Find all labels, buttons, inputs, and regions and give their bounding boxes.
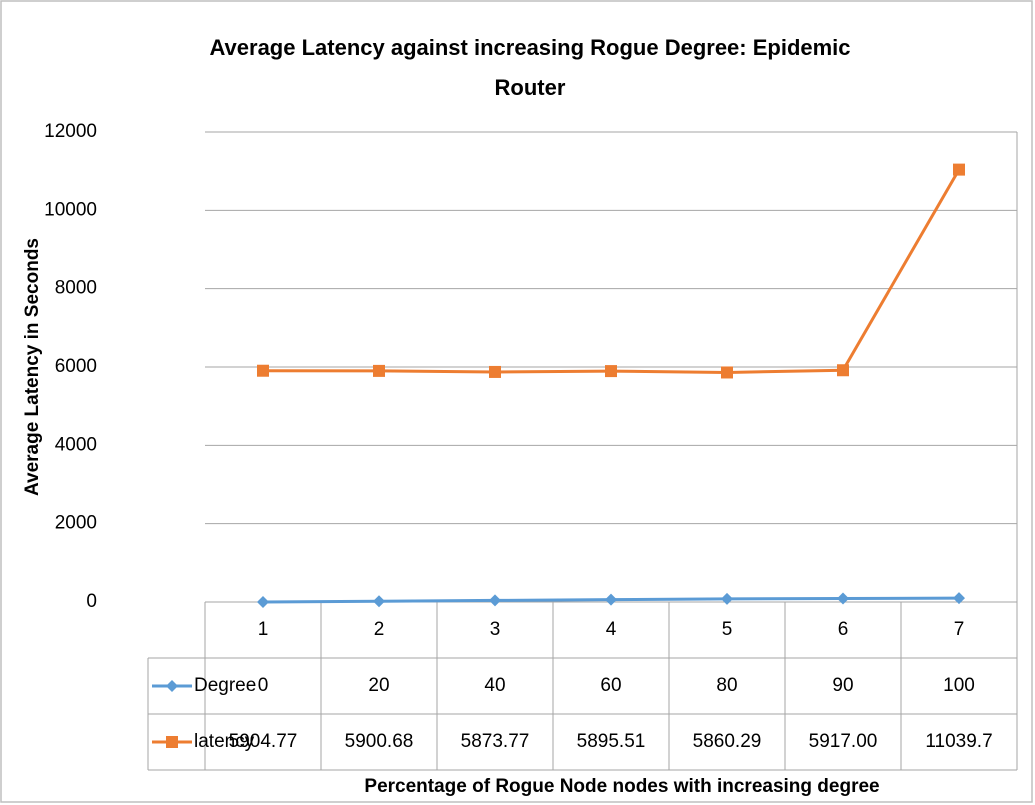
table-value: 0 <box>258 675 269 696</box>
y-tick-label: 6000 <box>55 356 97 377</box>
data-point <box>257 364 269 377</box>
legend-marker <box>166 680 178 692</box>
data-point <box>837 592 849 605</box>
data-point <box>837 364 849 377</box>
y-tick-label: 8000 <box>55 278 97 299</box>
data-point <box>721 592 733 605</box>
data-point <box>605 593 617 606</box>
x-axis-title: Percentage of Rogue Node nodes with incr… <box>364 776 879 797</box>
data-point <box>953 592 965 605</box>
table-value: 5900.68 <box>345 731 414 752</box>
table-value: 5904.77 <box>229 731 298 752</box>
y-tick-label: 10000 <box>44 199 97 220</box>
y-tick-label: 12000 <box>44 121 97 142</box>
x-tick-label: 6 <box>838 619 849 640</box>
data-point <box>605 365 617 378</box>
x-tick-label: 5 <box>722 619 733 640</box>
table-value: 5917.00 <box>809 731 878 752</box>
y-tick-label: 4000 <box>55 434 97 455</box>
table-value: 40 <box>484 675 505 696</box>
x-tick-label: 4 <box>606 619 617 640</box>
table-value: 5895.51 <box>577 731 646 752</box>
data-point <box>373 595 385 608</box>
table-value: 11039.7 <box>925 731 992 752</box>
x-tick-label: 2 <box>374 619 385 640</box>
table-value: 90 <box>832 675 853 696</box>
data-point <box>257 596 269 608</box>
x-tick-label: 7 <box>954 619 965 640</box>
legend-marker <box>166 736 178 748</box>
table-value: 5860.29 <box>693 731 762 752</box>
data-point <box>721 366 733 379</box>
table-value: 100 <box>943 675 975 696</box>
table-value: 60 <box>600 675 621 696</box>
data-point <box>489 594 501 607</box>
table-value: 20 <box>368 675 389 696</box>
y-axis-title: Average Latency in Seconds <box>22 238 43 496</box>
data-point <box>953 163 965 176</box>
y-tick-label: 2000 <box>55 513 97 534</box>
chart-title: Average Latency against increasing Rogue… <box>209 35 851 100</box>
data-point <box>489 365 501 378</box>
table-value: 80 <box>716 675 737 696</box>
x-tick-label: 1 <box>258 619 269 640</box>
x-tick-label: 3 <box>490 619 501 640</box>
legend-label: Degree <box>194 675 256 696</box>
legend-label: latency <box>194 731 255 752</box>
table-value: 5873.77 <box>461 731 530 752</box>
y-tick-label: 0 <box>86 591 97 612</box>
data-point <box>373 364 385 377</box>
